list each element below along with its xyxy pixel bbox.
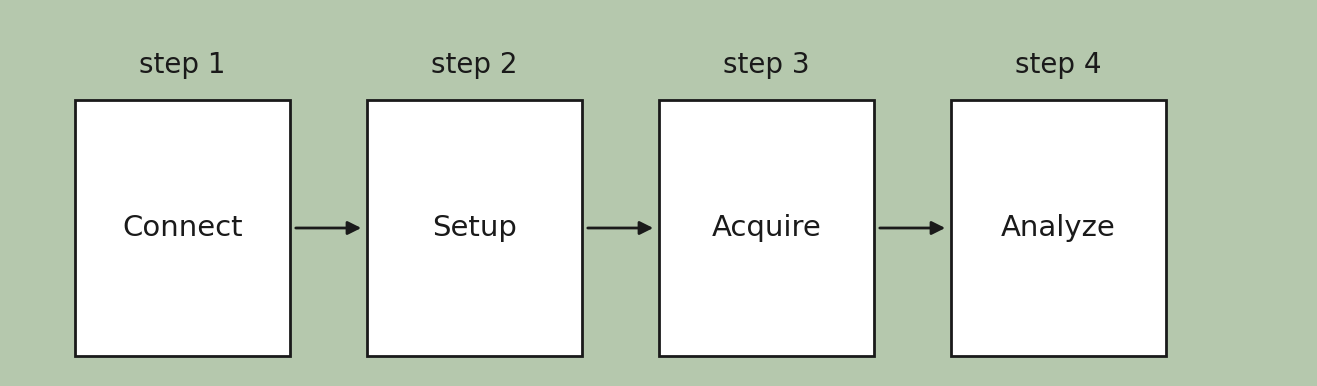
Text: Setup: Setup [432,214,518,242]
Text: step 2: step 2 [431,51,518,79]
Bar [367,100,582,356]
Text: Connect: Connect [122,214,242,242]
Text: Analyze: Analyze [1001,214,1115,242]
Text: step 4: step 4 [1015,51,1102,79]
Bar [951,100,1166,356]
Text: step 3: step 3 [723,51,810,79]
Text: step 1: step 1 [140,51,225,79]
Bar [75,100,290,356]
Text: Acquire: Acquire [711,214,822,242]
Bar [658,100,874,356]
